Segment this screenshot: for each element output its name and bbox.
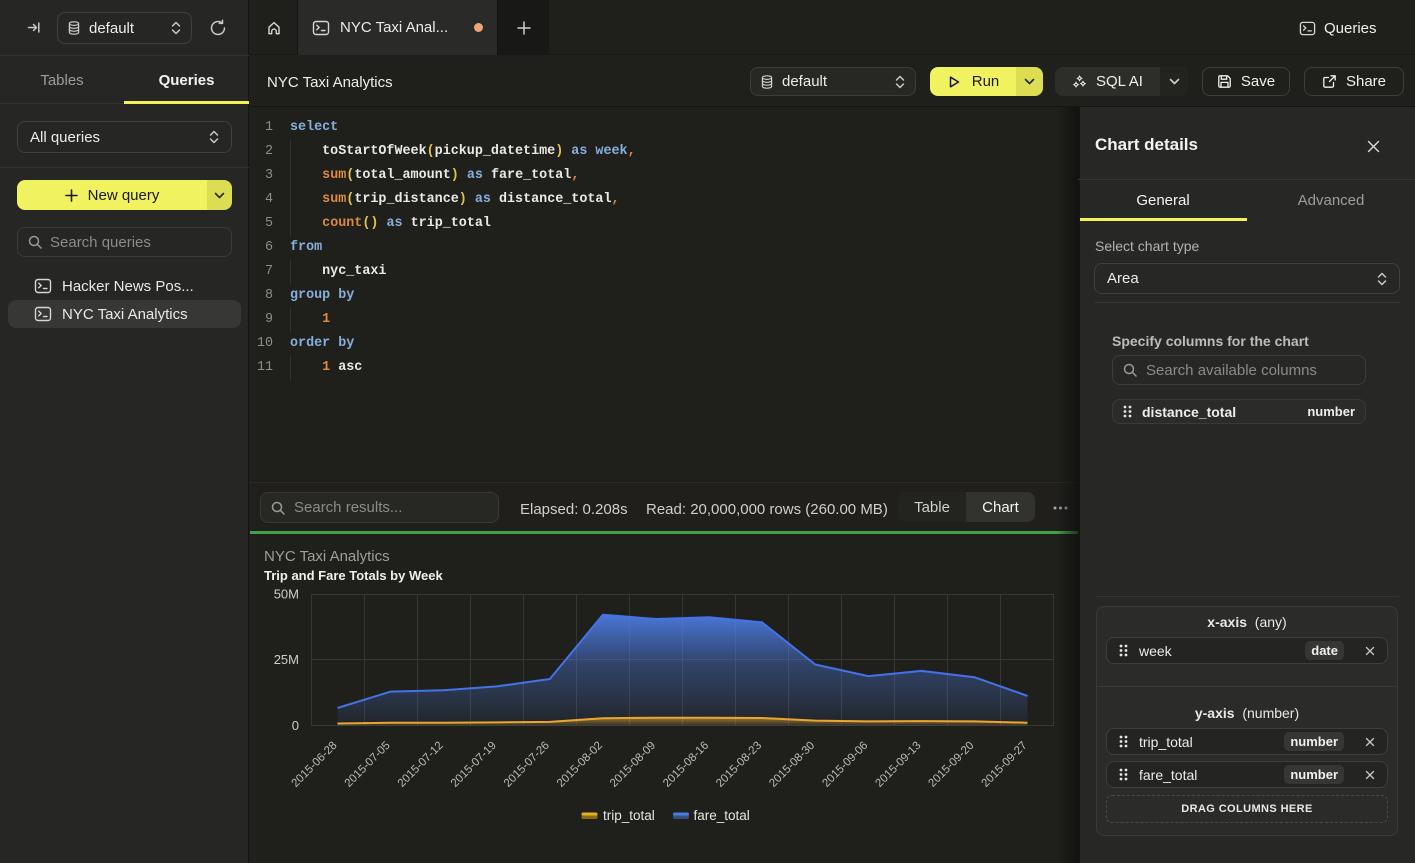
svg-text:trip_total: trip_total: [603, 808, 655, 823]
svg-text:2015-07-05: 2015-07-05: [343, 740, 393, 790]
svg-text:2015-09-27: 2015-09-27: [980, 740, 1030, 790]
svg-text:Trip and Fare Totals by Week: Trip and Fare Totals by Week: [264, 568, 443, 583]
svg-text:fare_total: fare_total: [694, 808, 750, 823]
svg-text:2015-07-19: 2015-07-19: [449, 740, 499, 790]
svg-text:2015-09-06: 2015-09-06: [820, 740, 870, 790]
svg-text:2015-09-20: 2015-09-20: [926, 740, 976, 790]
svg-text:2015-08-09: 2015-08-09: [608, 740, 658, 790]
svg-text:2015-08-02: 2015-08-02: [555, 740, 605, 790]
svg-text:2015-08-23: 2015-08-23: [714, 740, 764, 790]
svg-text:2015-09-13: 2015-09-13: [873, 740, 923, 790]
svg-text:2015-07-26: 2015-07-26: [502, 740, 552, 790]
svg-text:25M: 25M: [274, 652, 299, 667]
svg-text:50M: 50M: [274, 587, 299, 602]
svg-text:2015-06-28: 2015-06-28: [290, 740, 340, 790]
svg-text:2015-07-12: 2015-07-12: [396, 740, 446, 790]
svg-text:NYC Taxi Analytics: NYC Taxi Analytics: [264, 548, 390, 565]
svg-text:0: 0: [292, 718, 299, 733]
svg-text:2015-08-30: 2015-08-30: [767, 740, 817, 790]
svg-text:2015-08-16: 2015-08-16: [661, 740, 711, 790]
